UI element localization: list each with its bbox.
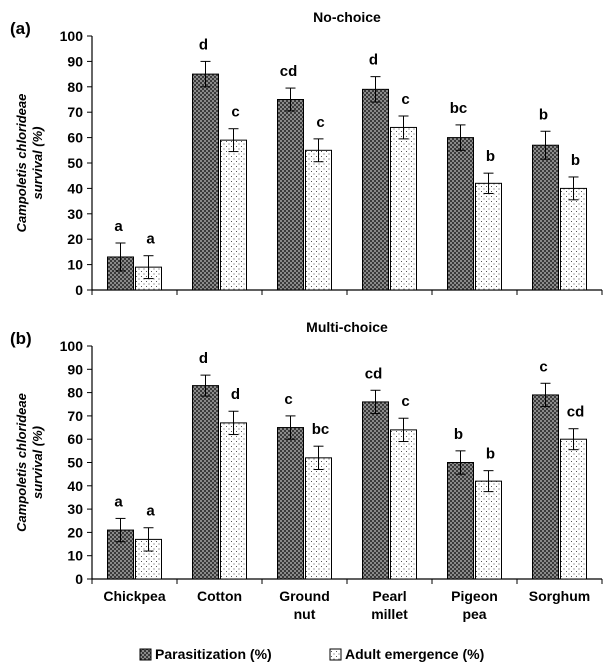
panel-label: (a) bbox=[10, 19, 31, 38]
parasitization-bar bbox=[362, 401, 389, 580]
parasitization-bar bbox=[532, 144, 559, 291]
chart-title: Multi-choice bbox=[306, 319, 388, 335]
y-tick-label: 20 bbox=[67, 524, 83, 540]
y-axis-label: Campoletis chlorideaesurvival (%) bbox=[14, 393, 45, 532]
significance-letter: d bbox=[199, 350, 208, 367]
adult-emergence-bar bbox=[560, 438, 587, 580]
y-tick-label: 0 bbox=[75, 282, 83, 298]
significance-letter: b bbox=[454, 426, 463, 443]
y-tick-label: 10 bbox=[67, 548, 83, 564]
significance-letter: c bbox=[316, 114, 324, 131]
adult-emergence-bar bbox=[305, 457, 332, 580]
y-axis-label-line: Campoletis chlorideae bbox=[14, 393, 29, 532]
legend-swatch bbox=[139, 648, 152, 661]
significance-letter: d bbox=[231, 386, 240, 403]
y-tick-label: 90 bbox=[67, 53, 83, 69]
parasitization-bar bbox=[447, 462, 474, 580]
significance-letter: a bbox=[146, 231, 155, 248]
legend-label: Parasitization (%) bbox=[155, 646, 272, 662]
chart-title: No-choice bbox=[313, 9, 381, 25]
adult-emergence-bar bbox=[475, 182, 502, 291]
x-tick-label: Chickpea bbox=[103, 588, 165, 604]
parasitization-bar bbox=[447, 137, 474, 291]
adult-emergence-bar bbox=[560, 187, 587, 291]
significance-letter: a bbox=[114, 493, 123, 510]
significance-letter: a bbox=[114, 218, 123, 235]
significance-letter: d bbox=[369, 52, 378, 69]
y-tick-label: 60 bbox=[67, 431, 83, 447]
adult-emergence-bar bbox=[220, 139, 247, 291]
adult-emergence-bar bbox=[390, 429, 417, 580]
y-tick-label: 40 bbox=[67, 180, 83, 196]
x-tick-label: Sorghum bbox=[529, 588, 590, 604]
significance-letter: b bbox=[571, 152, 580, 169]
significance-letter: b bbox=[486, 148, 495, 165]
parasitization-bar bbox=[362, 88, 389, 291]
significance-letter: b bbox=[486, 446, 495, 463]
adult-emergence-bar bbox=[475, 480, 502, 580]
x-tick-label: Pigeon bbox=[451, 588, 498, 604]
significance-letter: c bbox=[401, 393, 409, 410]
y-tick-label: 70 bbox=[67, 408, 83, 424]
y-tick-label: 100 bbox=[60, 338, 84, 354]
y-axis-label-line: Campoletis chlorideae bbox=[14, 94, 29, 233]
adult-emergence-bar bbox=[305, 149, 332, 291]
x-tick-label: Cotton bbox=[197, 588, 242, 604]
parasitization-bar bbox=[532, 394, 559, 580]
y-tick-label: 50 bbox=[67, 455, 83, 471]
parasitization-bar bbox=[277, 427, 304, 580]
x-tick-label: Pearl bbox=[372, 588, 406, 604]
y-tick-label: 80 bbox=[67, 385, 83, 401]
significance-letter: cd bbox=[280, 63, 298, 80]
parasitization-bar bbox=[192, 385, 219, 580]
significance-letter: c bbox=[231, 104, 239, 121]
significance-letter: d bbox=[199, 36, 208, 53]
y-tick-label: 0 bbox=[75, 571, 83, 587]
x-tick-label: nut bbox=[294, 606, 316, 622]
significance-letter: bc bbox=[312, 421, 330, 438]
y-tick-label: 30 bbox=[67, 501, 83, 517]
y-tick-label: 90 bbox=[67, 361, 83, 377]
adult-emergence-bar bbox=[220, 422, 247, 580]
y-tick-label: 20 bbox=[67, 231, 83, 247]
significance-letter: c bbox=[401, 91, 409, 108]
x-tick-label: pea bbox=[462, 606, 486, 622]
significance-letter: cd bbox=[567, 404, 585, 421]
significance-letter: c bbox=[539, 358, 547, 375]
legend-swatch bbox=[329, 648, 342, 661]
significance-letter: a bbox=[146, 503, 155, 520]
legend-label: Adult emergence (%) bbox=[345, 646, 484, 662]
significance-letter: bc bbox=[450, 100, 468, 117]
significance-letter: cd bbox=[365, 365, 383, 382]
y-tick-label: 30 bbox=[67, 206, 83, 222]
adult-emergence-bar bbox=[390, 126, 417, 291]
y-tick-label: 60 bbox=[67, 130, 83, 146]
panel-label: (b) bbox=[10, 329, 32, 348]
parasitization-bar bbox=[277, 99, 304, 291]
parasitization-bar bbox=[192, 73, 219, 291]
y-tick-label: 50 bbox=[67, 155, 83, 171]
y-axis-label: Campoletis chlorideaesurvival (%) bbox=[14, 94, 45, 233]
y-tick-label: 70 bbox=[67, 104, 83, 120]
y-axis-label-line: survival (%) bbox=[30, 127, 45, 200]
y-tick-label: 40 bbox=[67, 478, 83, 494]
y-tick-label: 10 bbox=[67, 257, 83, 273]
x-tick-label: millet bbox=[371, 606, 408, 622]
significance-letter: c bbox=[284, 391, 292, 408]
y-tick-label: 80 bbox=[67, 79, 83, 95]
y-axis-label-line: survival (%) bbox=[30, 426, 45, 499]
x-tick-label: Ground bbox=[279, 588, 330, 604]
y-tick-label: 100 bbox=[60, 28, 84, 44]
significance-letter: b bbox=[539, 106, 548, 123]
